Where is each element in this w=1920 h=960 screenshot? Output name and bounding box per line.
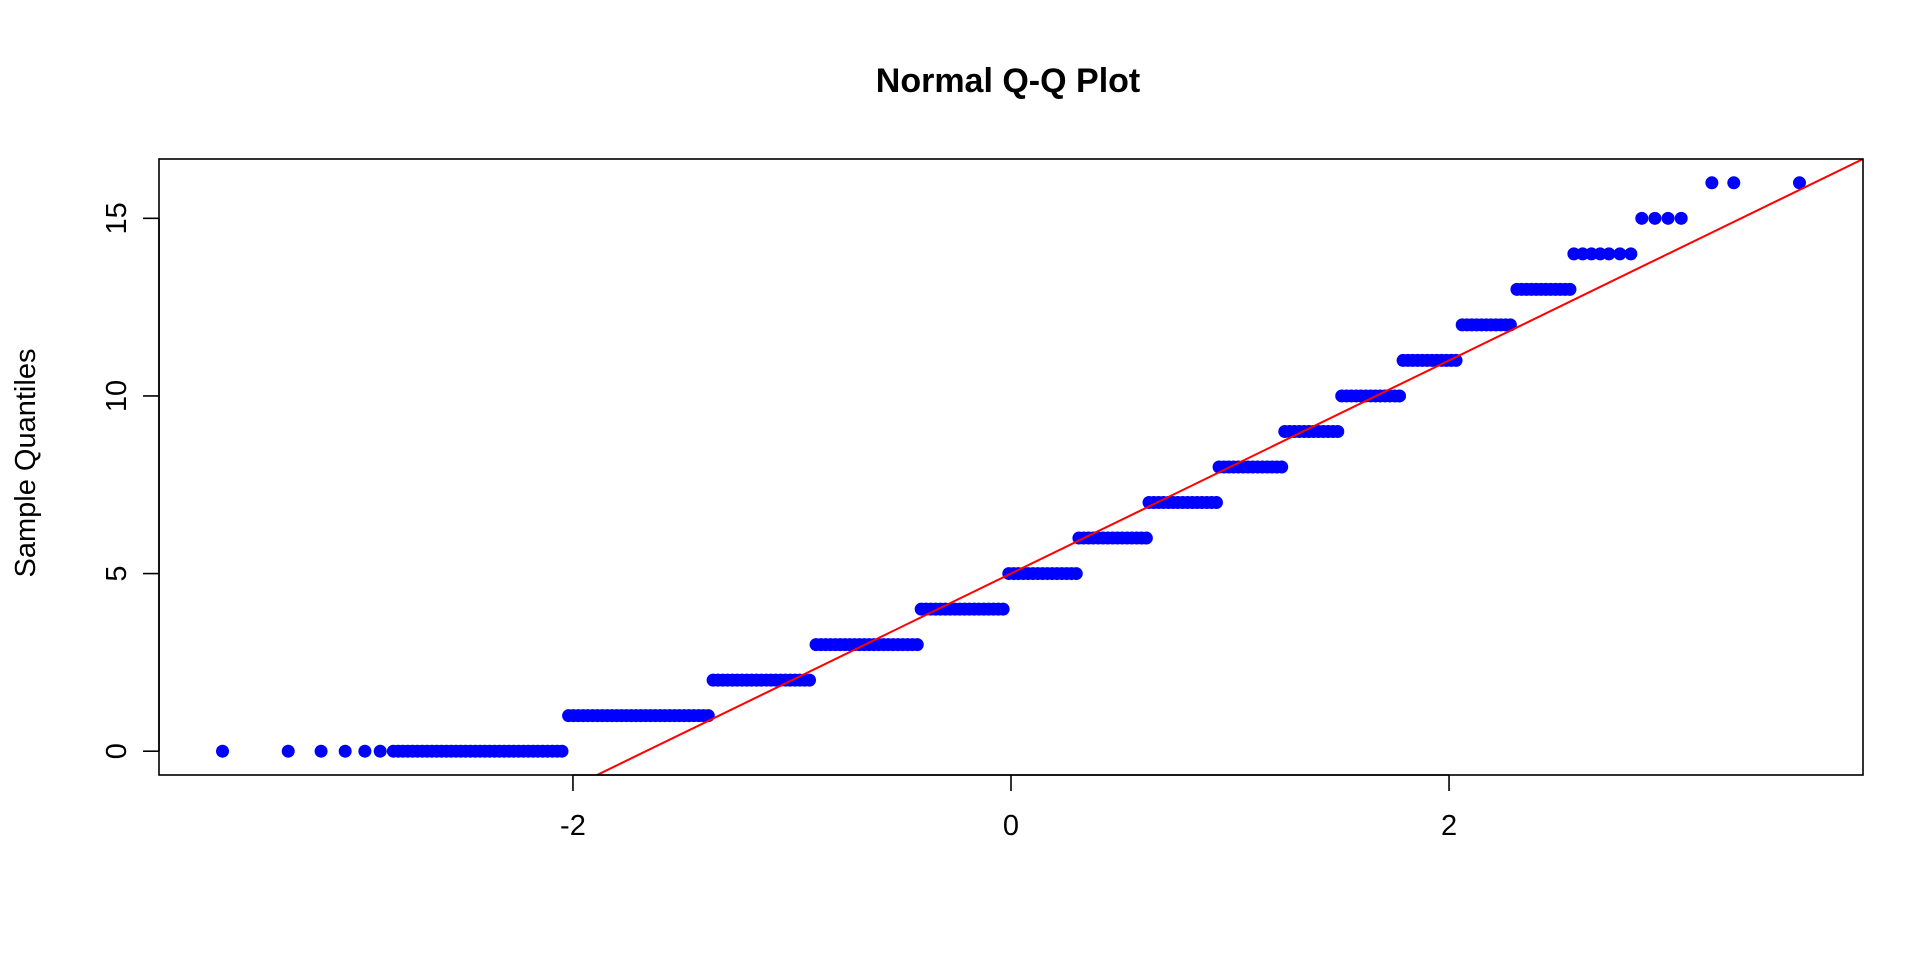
data-point (358, 744, 372, 758)
data-point (373, 744, 387, 758)
data-point (1648, 211, 1662, 225)
data-point (996, 602, 1010, 616)
chart-title: Normal Q-Q Plot (876, 62, 1140, 100)
data-point (1209, 496, 1223, 510)
data-point (338, 744, 352, 758)
data-point (1275, 460, 1289, 474)
data-point (314, 744, 328, 758)
data-point (1602, 247, 1616, 261)
y-tick-label: 0 (101, 743, 133, 759)
data-point (803, 673, 816, 687)
data-point (1705, 176, 1719, 190)
data-point (1727, 176, 1741, 190)
x-tick-label: 0 (1003, 810, 1019, 842)
x-tick-label: -2 (560, 810, 586, 842)
data-point (1393, 389, 1407, 403)
data-point (1563, 282, 1577, 296)
y-axis-label: Sample Quantiles (10, 349, 42, 578)
y-tick-label: 5 (101, 566, 133, 582)
data-point (1139, 531, 1153, 545)
data-point (910, 638, 924, 652)
reference-line (594, 159, 1863, 775)
data-point (1674, 211, 1688, 225)
plot-area (216, 159, 1863, 775)
x-tick-label: 2 (1441, 810, 1457, 842)
axes: -2 0 2 0 5 10 15 (101, 158, 1864, 842)
data-point (555, 744, 569, 758)
data-point (1661, 211, 1675, 225)
data-point (1069, 567, 1083, 581)
data-point (216, 744, 230, 758)
data-point (281, 744, 295, 758)
y-tick-label: 10 (101, 380, 133, 412)
data-point (1792, 176, 1806, 190)
data-point (1624, 247, 1638, 261)
data-point (1613, 247, 1627, 261)
y-tick-label: 15 (101, 202, 133, 234)
data-point (1331, 424, 1345, 438)
data-point (1449, 353, 1463, 367)
data-point (1635, 211, 1649, 225)
